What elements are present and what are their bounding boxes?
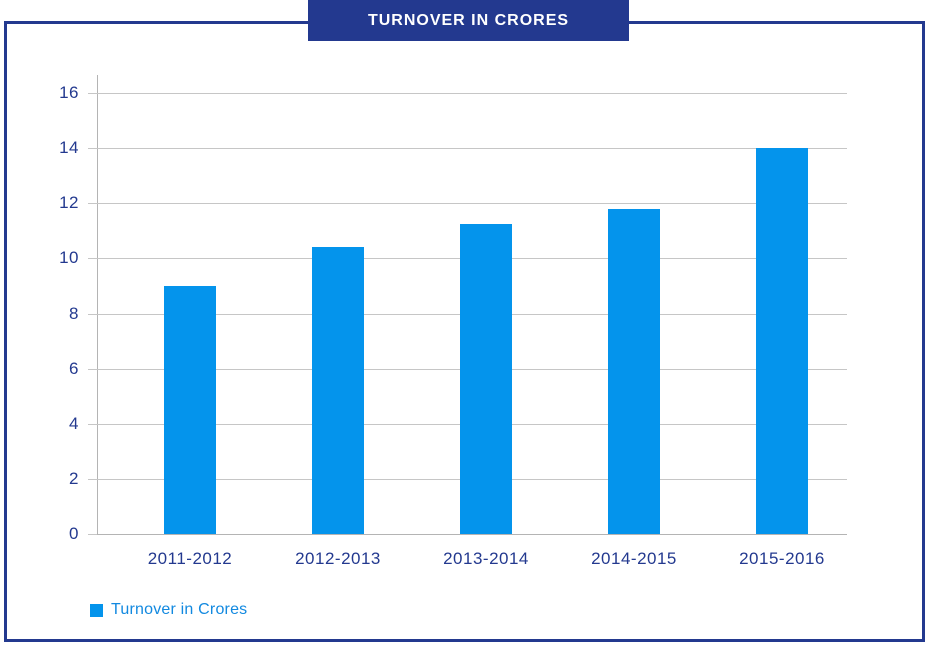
x-axis-labels: 2011-2012 2012-2013 2013-2014 2014-2015 2015…: [97, 549, 847, 571]
y-axis-tick-label: 0: [69, 524, 79, 543]
y-axis-tick-label: 6: [69, 358, 79, 378]
x-axis-baseline: [97, 534, 847, 535]
y-axis-tick-label: 14: [59, 138, 79, 158]
plot-area: 0 2 4 6 8 10 12 14 16: [59, 75, 847, 543]
x-axis-category-label: 2012-2013: [295, 549, 381, 568]
bar-2011-2012: [164, 285, 216, 534]
x-axis-category-label: 2014-2015: [591, 549, 677, 568]
gridline: [97, 93, 847, 94]
y-axis-tick: [88, 258, 97, 260]
y-axis-tick: [88, 203, 97, 205]
legend-swatch-icon: [90, 603, 103, 617]
y-axis-tick-label: 16: [59, 83, 79, 102]
y-axis-tick-label: 4: [69, 413, 79, 433]
legend-label: Turnover in Crores: [111, 601, 248, 618]
y-axis-tick-label: 10: [59, 248, 79, 268]
y-axis-tick: [88, 534, 97, 535]
bar-2012-2013: [312, 247, 364, 534]
y-axis-tick-label: 12: [59, 193, 79, 213]
chart-title: TURNOVER IN CRORES: [367, 11, 570, 29]
y-axis-line: [97, 75, 98, 534]
y-axis-tick: [88, 368, 97, 370]
legend: Turnover in Crores: [90, 601, 247, 619]
bar-2014-2015: [608, 208, 660, 534]
y-axis-tick: [88, 423, 97, 425]
y-axis-tick-label: 2: [69, 468, 79, 488]
bar-2013-2014: [460, 223, 512, 534]
y-axis-tick-label: 8: [69, 303, 79, 323]
x-axis-category-label: 2015-2016: [739, 549, 825, 568]
chart-title-banner: TURNOVER IN CRORES: [308, 0, 629, 41]
x-axis-category-label: 2013-2014: [443, 549, 529, 568]
gridline: [97, 148, 847, 150]
y-axis-tick: [88, 93, 97, 94]
gridline: [97, 203, 847, 205]
y-axis-tick: [88, 478, 97, 480]
x-axis-category-label: 2011-2012: [147, 549, 233, 568]
y-axis-tick: [88, 313, 97, 315]
bar-2015-2016: [756, 148, 808, 534]
y-axis-tick: [88, 148, 97, 150]
